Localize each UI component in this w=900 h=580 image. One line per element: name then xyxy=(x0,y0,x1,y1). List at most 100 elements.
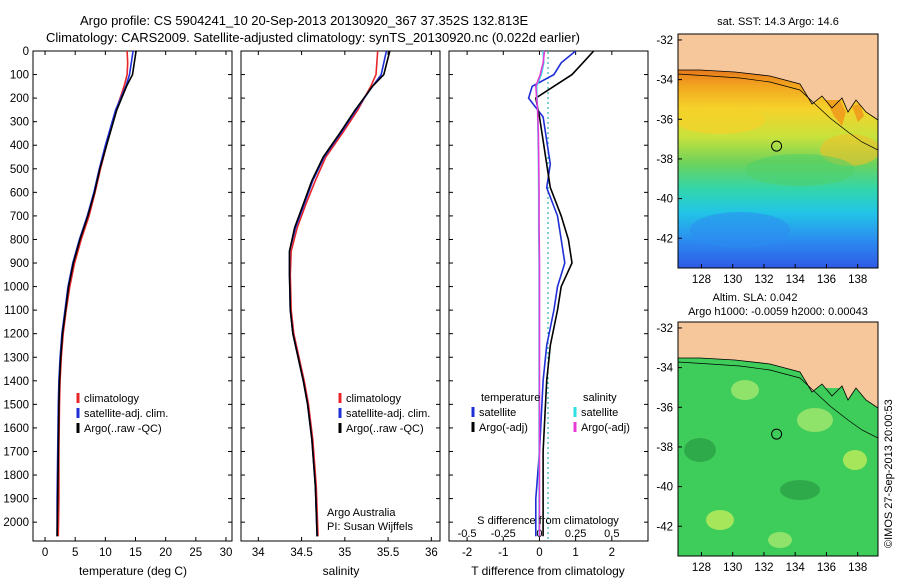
y-tick-label: 100 xyxy=(10,70,29,82)
y-tick-label: 900 xyxy=(10,258,29,270)
map-x-tick-label: 132 xyxy=(754,274,773,286)
sst-map-frame xyxy=(677,33,879,269)
sla-map-y-ticks: -32 -34 -36 -38 -40 -42 xyxy=(656,323,682,533)
map-x-tick-label: 130 xyxy=(723,562,742,574)
sla-light-patch xyxy=(768,532,792,548)
map-y-tick-label: -42 xyxy=(656,521,673,533)
y-tick-label: 1500 xyxy=(3,399,29,411)
legend-label: satellite xyxy=(581,407,618,419)
map-x-tick-label: 138 xyxy=(848,274,867,286)
x-tick-label: 10 xyxy=(99,547,112,559)
temperature-panel: 0100200300400500600700800900100011001200… xyxy=(3,46,233,578)
temperature-plot-frame xyxy=(32,50,233,542)
salinity-x-label: salinity xyxy=(323,564,360,578)
map-x-tick-label: 128 xyxy=(692,274,711,286)
y-tick-label: 1600 xyxy=(3,423,29,435)
map-y-tick-label: -36 xyxy=(656,402,673,414)
legend-label: Argo(..raw -QC) xyxy=(346,423,424,435)
sst-coastline xyxy=(678,69,878,121)
y-tick-label: 1000 xyxy=(3,282,29,294)
legend-label: climatology xyxy=(346,393,402,405)
map-y-tick-label: -42 xyxy=(656,233,673,245)
map-x-tick-label: 134 xyxy=(786,562,806,574)
x-tick-label: 34.5 xyxy=(290,547,312,559)
x-tick-label: 30 xyxy=(220,547,233,559)
y-tick-label: 500 xyxy=(10,164,29,176)
y-tick-label: 1200 xyxy=(3,329,29,341)
y-tick-label: 800 xyxy=(10,234,29,246)
map-x-tick-label: 128 xyxy=(692,562,711,574)
x-tick-label: 20 xyxy=(159,547,172,559)
sst-green-patch xyxy=(745,154,855,186)
x-tick-label: 15 xyxy=(129,547,142,559)
series-line-temperature-satellite xyxy=(527,51,577,537)
series-line-argo-raw-qc- xyxy=(56,51,137,537)
difference-series xyxy=(527,51,595,537)
x2-tick-label: 0.5 xyxy=(604,528,619,540)
map-y-tick-label: -38 xyxy=(656,154,673,166)
sst-map-panel: sat. SST: 14.3 Argo: 14.6 -32 -34 -36 -38 -4… xyxy=(656,16,879,286)
salinity-annotation-line-2: PI: Susan Wijffels xyxy=(327,521,413,533)
sst-gulf-water xyxy=(852,104,864,122)
series-line-temperature-argo-adj- xyxy=(534,51,595,537)
sla-dark-patch xyxy=(780,480,820,500)
salinity-series xyxy=(288,51,391,537)
difference-x2-ticks: -0.5 -0.25 0 0.25 0.5 xyxy=(458,528,620,540)
sla-gulf-water xyxy=(852,392,864,410)
map-y-tick-label: -36 xyxy=(656,114,673,126)
sst-warm-patch xyxy=(678,106,765,134)
x2-tick-label: -0.5 xyxy=(458,528,477,540)
y-tick-label: 0 xyxy=(23,46,29,58)
x2-tick-label: 0.25 xyxy=(565,528,586,540)
sla-dark-patch xyxy=(684,438,716,462)
x-tick-label: 2 xyxy=(609,547,615,559)
difference-x-ticks: -2 -1 0 1 2 xyxy=(462,51,615,559)
series-line-argo-raw-qc- xyxy=(288,51,391,537)
map-x-tick-label: 132 xyxy=(754,562,773,574)
sst-land xyxy=(678,34,878,120)
legend-label: Argo(-adj) xyxy=(479,422,528,434)
legend-label: satellite-adj. clim. xyxy=(346,408,430,420)
map-y-tick-label: -34 xyxy=(656,75,673,87)
map-y-tick-label: -40 xyxy=(656,482,673,494)
y-tick-label: 600 xyxy=(10,187,29,199)
difference-panel: -2 -1 0 1 2 -0.5 -0.25 0 0.25 0.5 temperature sal… xyxy=(448,50,649,578)
legend-label: Argo(..raw -QC) xyxy=(84,423,162,435)
y-tick-label: 300 xyxy=(10,117,29,129)
legend-label: satellite xyxy=(479,407,516,419)
y-tick-label: 1100 xyxy=(4,305,29,317)
sla-map-subtitle: Argo h1000: -0.0059 h2000: 0.00043 xyxy=(688,306,868,318)
x-tick-label: 5 xyxy=(72,547,78,559)
y-tick-label: 1400 xyxy=(3,376,29,388)
salinity-y-ticks xyxy=(241,50,440,523)
salinity-plot-frame xyxy=(240,50,441,542)
x2-tick-label: -0.25 xyxy=(491,528,516,540)
salinity-panel: 34 34.5 35 35.5 36 climatology satellite-adj.… xyxy=(240,50,441,578)
y-tick-label: 200 xyxy=(10,93,29,105)
temperature-x-ticks: 0 5 10 15 20 25 30 xyxy=(42,51,233,559)
series-line-salinity-argo-adj- xyxy=(534,51,546,537)
x-tick-label: 36 xyxy=(425,547,438,559)
temperature-x-label: temperature (deg C) xyxy=(79,564,187,578)
series-line-climatology xyxy=(289,51,379,537)
x-tick-label: -2 xyxy=(462,547,472,559)
sla-land xyxy=(678,322,878,408)
sla-light-patch xyxy=(731,380,759,400)
map-y-tick-label: -34 xyxy=(656,363,673,375)
imos-timestamp: ©IMOS 27-Sep-2013 20:00:53 xyxy=(883,399,895,548)
temperature-y-ticks: 0 100 200 300 400 500 600 700 800 900 1000 1100 1200… xyxy=(3,46,232,529)
sla-light-patch xyxy=(843,450,867,470)
x-tick-label: 0 xyxy=(42,547,48,559)
temperature-legend: climatology satellite-adj. clim. Argo(..ra… xyxy=(76,393,168,435)
y-tick-label: 1300 xyxy=(3,352,29,364)
y-tick-label: 1900 xyxy=(3,494,29,506)
map-x-tick-label: 130 xyxy=(723,274,742,286)
x-tick-label: 0 xyxy=(536,547,542,559)
sla-map-panel: Altim. SLA: 0.042 Argo h1000: -0.0059 h2… xyxy=(656,292,879,574)
legend-title-salinity: salinity xyxy=(583,392,617,404)
salinity-legend: climatology satellite-adj. clim. Argo(..ra… xyxy=(338,393,430,435)
legend-label: climatology xyxy=(84,393,140,405)
difference-legend: temperature salinity satellite Argo(-adj) sa… xyxy=(471,392,630,434)
salinity-x-ticks: 34 34.5 35 35.5 36 xyxy=(252,51,438,559)
